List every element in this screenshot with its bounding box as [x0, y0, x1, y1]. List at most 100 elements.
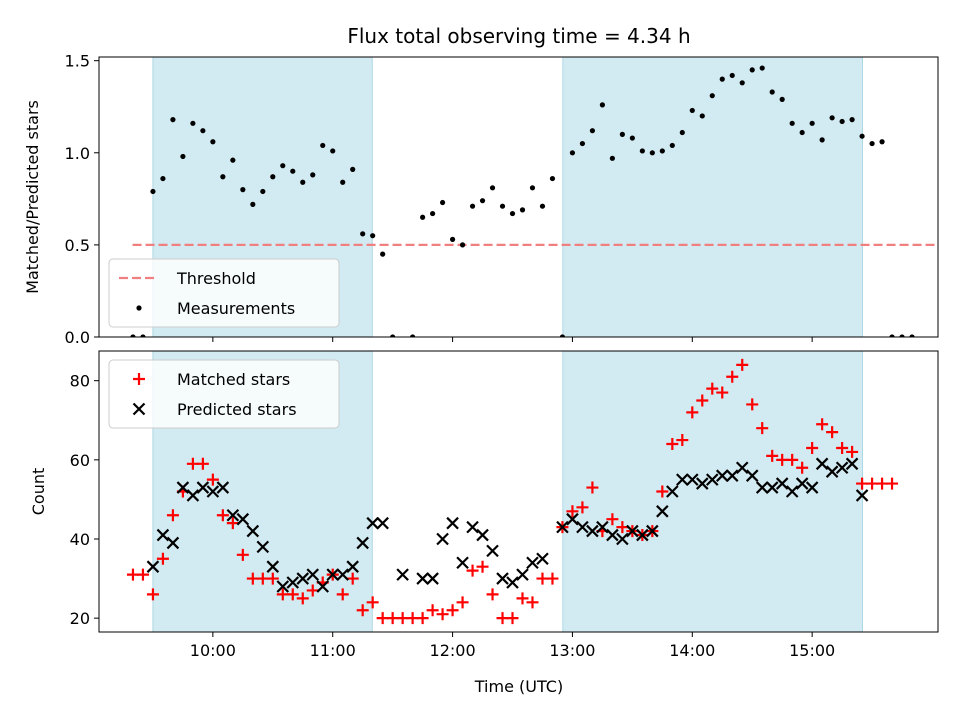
- ratio-dot-point: [519, 207, 526, 213]
- ratio-legend-box: [108, 258, 340, 328]
- ratio-dot-point: [879, 139, 885, 145]
- ratio-dot-point: [699, 113, 705, 119]
- ratio-dot-point: [449, 236, 456, 242]
- count-plus-point: [766, 449, 779, 462]
- count-x-point: [276, 580, 290, 593]
- ratio-dot-point: [659, 148, 665, 154]
- count-legend-box: [108, 359, 340, 429]
- count-x-point: [765, 481, 779, 494]
- ratio-dot-point: [639, 148, 645, 154]
- ratio-dot-point: [350, 166, 356, 172]
- count-x-point: [805, 481, 819, 494]
- count-x-point: [476, 528, 489, 542]
- count-x-point: [366, 516, 379, 530]
- ratio-dot-point: [489, 185, 496, 191]
- ratio-dot-point: [529, 185, 536, 191]
- count-plus-point: [756, 422, 769, 435]
- count-plus-point: [526, 596, 539, 609]
- ratio-dot-point: [290, 168, 296, 174]
- ratio-y-tick-label: 0.0: [65, 328, 90, 347]
- x-tick-label: 14:00: [669, 641, 715, 660]
- count-plus-point: [716, 386, 729, 399]
- ratio-y-tick-label: 1.0: [65, 144, 90, 163]
- count-plus-point: [286, 588, 299, 601]
- count-x-point: [456, 556, 469, 570]
- count-x-point: [486, 544, 499, 558]
- count-plus-point: [666, 438, 679, 451]
- ratio-dot-point: [230, 157, 236, 163]
- count-plus-point: [686, 406, 699, 419]
- count-plus-point: [226, 517, 239, 530]
- count-legend-swatch: [132, 402, 146, 416]
- count-plus-point: [816, 418, 829, 431]
- count-plus-point: [196, 457, 209, 470]
- ratio-dot-point: [130, 334, 136, 337]
- ratio-dot-point: [709, 93, 715, 99]
- chart-title: Flux total observing time = 4.34 h: [347, 24, 690, 48]
- ratio-dot-point: [410, 334, 416, 337]
- ratio-dot-point: [260, 188, 266, 195]
- count-x-point: [256, 540, 270, 554]
- count-plus-point: [446, 604, 459, 617]
- count-plus-point: [506, 612, 519, 625]
- count-x-point: [745, 469, 759, 482]
- count-y-tick-label: 20: [70, 609, 90, 628]
- ratio-dot-point: [300, 179, 306, 185]
- ratio-dot-point: [569, 150, 576, 156]
- count-plus-point: [566, 505, 579, 518]
- count-x-point: [436, 532, 449, 546]
- count-x-point: [206, 485, 220, 498]
- count-y-tick-label: 60: [70, 451, 90, 470]
- count-plus-point: [846, 445, 859, 458]
- ratio-panel: 0.0 0.5 1.0 1.5 Matched/Predicted stars Thres…: [23, 52, 939, 347]
- count-x-point: [676, 473, 689, 486]
- count-legend: Matched stars Predicted stars: [108, 359, 340, 429]
- count-x-point: [696, 477, 709, 490]
- ratio-dot-point: [759, 65, 765, 71]
- ratio-dot-point: [649, 150, 655, 156]
- ratio-dot-point: [150, 188, 156, 195]
- count-x-point: [506, 576, 519, 589]
- count-x-point: [795, 477, 809, 490]
- count-plus-point: [356, 604, 369, 617]
- count-plus-point: [486, 588, 499, 601]
- count-plus-point: [806, 441, 819, 454]
- count-x-point: [246, 524, 260, 538]
- count-plus-point: [296, 592, 309, 605]
- x-tick-label: 10:00: [190, 641, 236, 660]
- count-plus-point: [516, 592, 529, 605]
- count-x-point: [785, 485, 799, 498]
- ratio-dot-point: [310, 172, 316, 178]
- count-x-point: [166, 536, 180, 550]
- ratio-y-axis-label: Matched/Predicted stars: [23, 100, 42, 294]
- ratio-dot-point: [849, 117, 855, 123]
- count-plus-point: [456, 596, 469, 609]
- count-plus-point: [736, 358, 749, 371]
- ratio-dot-point: [619, 131, 625, 137]
- count-plus-point: [786, 453, 799, 466]
- count-series-0: [126, 358, 899, 625]
- count-x-point: [146, 560, 160, 573]
- ratio-dot-point: [270, 174, 276, 180]
- ratio-dot-point: [579, 140, 586, 147]
- ratio-legend: Threshold Measurements: [108, 258, 340, 328]
- count-x-point: [156, 528, 170, 542]
- ratio-dot-point: [320, 142, 326, 149]
- ratio-shaded-interval-1: [562, 57, 863, 337]
- count-y-tick-label: 40: [70, 530, 90, 549]
- ratio-dot-point: [340, 179, 346, 185]
- count-x-point: [755, 481, 769, 494]
- count-plus-point: [726, 370, 739, 383]
- count-x-point: [566, 512, 579, 526]
- ratio-dot-point: [190, 120, 196, 126]
- count-x-point: [216, 481, 230, 494]
- count-x-point: [226, 508, 240, 522]
- count-plus-point: [746, 398, 759, 411]
- ratio-axes-frame: [98, 56, 939, 338]
- count-x-point: [286, 576, 300, 589]
- count-plus-point: [676, 434, 689, 447]
- count-x-point: [266, 560, 280, 573]
- count-shaded-interval-1: [562, 351, 863, 632]
- count-plus-point: [436, 608, 449, 621]
